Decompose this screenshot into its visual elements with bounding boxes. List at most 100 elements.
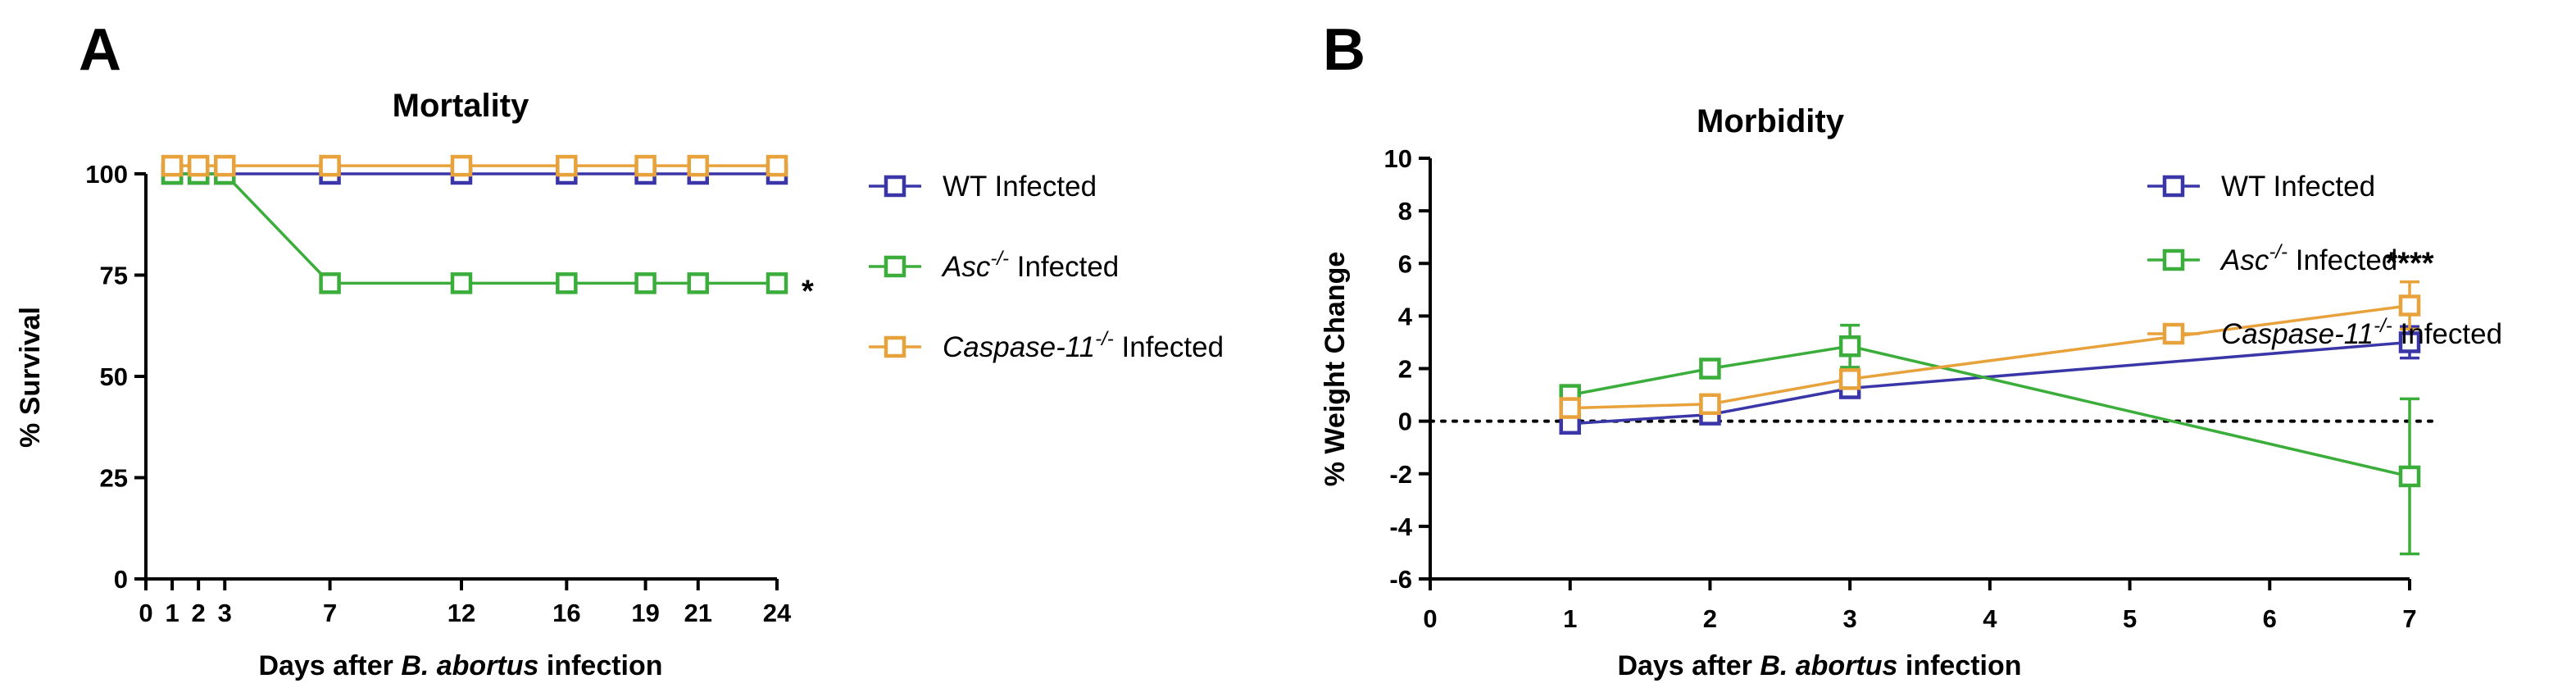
legend-marker: [2162, 322, 2185, 345]
data-point-casp: [1559, 397, 1581, 419]
x-axis-label-part: B. abortus: [401, 650, 538, 681]
y-tick-label: 0: [114, 565, 128, 594]
data-point-casp: [1699, 393, 1721, 416]
data-point-casp: [766, 154, 788, 177]
y-axis-label: % Survival: [15, 307, 46, 448]
chart-title: Mortality: [393, 88, 529, 124]
legend-label-part: -/-: [2269, 241, 2288, 263]
y-tick-label: 25: [100, 464, 128, 493]
series-line-casp: [1570, 303, 2410, 410]
x-axis-label-part: infection: [1897, 650, 2021, 681]
x-tick-label: 3: [218, 599, 232, 627]
data-point-casp: [634, 154, 656, 177]
data-point-asc: [319, 272, 341, 294]
legend-label-part: Infected: [1114, 331, 1224, 363]
legend-item-casp: Caspase-11-/- Infected: [2147, 315, 2502, 350]
x-tick-label: 1: [1563, 604, 1577, 633]
data-point-casp: [214, 154, 236, 177]
series-casp: [1559, 280, 2421, 419]
legend-label-part: Infected: [2288, 244, 2397, 276]
x-axis-label: Days after B. abortus infection: [1617, 650, 2021, 681]
data-point-casp: [556, 154, 578, 177]
legend-label-part: Asc: [2219, 244, 2269, 276]
x-tick-label: 3: [1843, 604, 1857, 633]
data-point-asc: [687, 272, 709, 294]
x-axis-label-part: Days after: [1617, 650, 1760, 681]
data-point-casp: [450, 154, 473, 177]
legend-label-part: Infected: [1009, 251, 1119, 283]
legend-marker: [884, 255, 906, 278]
x-axis-label-part: infection: [538, 650, 662, 681]
data-point-asc: [766, 272, 788, 294]
legend-label-part: -/-: [990, 248, 1009, 270]
legend-marker: [2162, 175, 2185, 198]
data-point-casp: [2398, 294, 2421, 317]
x-axis-label-part: Days after: [258, 650, 401, 681]
legend-label-part: -/-: [2374, 315, 2392, 337]
x-tick-label: 7: [323, 599, 337, 627]
x-tick-label: 0: [1423, 604, 1437, 633]
data-point-asc: [556, 272, 578, 294]
y-tick-label: -2: [1389, 460, 1412, 489]
data-point-wt: [2398, 331, 2421, 353]
legend-label-part: WT Infected: [943, 171, 1097, 203]
x-tick-label: 6: [2263, 604, 2277, 633]
data-point-casp: [319, 154, 341, 177]
legend-label: WT Infected: [2221, 171, 2375, 203]
panel-letter: A: [79, 17, 121, 83]
data-point-asc: [2398, 465, 2421, 488]
x-tick-label: 19: [631, 599, 659, 627]
y-tick-label: 0: [1398, 408, 1412, 436]
x-tick-label: 7: [2402, 604, 2416, 633]
y-axis-label: % Weight Change: [1320, 252, 1351, 487]
x-tick-label: 21: [684, 599, 712, 627]
y-tick-label: 8: [1398, 197, 1412, 226]
legend-label: Caspase-11-/- Infected: [943, 328, 1224, 363]
data-point-casp: [187, 154, 210, 177]
data-point-asc: [1699, 358, 1721, 380]
data-point-asc: [1838, 335, 1861, 358]
chart-title: Morbidity: [1697, 103, 1845, 139]
x-tick-label: 4: [1983, 604, 1997, 633]
series-line-wt: [1570, 340, 2410, 426]
legend-item-wt: WT Infected: [2147, 171, 2375, 203]
panel-letter: B: [1323, 17, 1365, 83]
legend-label: Asc-/- Infected: [2219, 241, 2397, 276]
x-axis-label-part: B. abortus: [1760, 650, 1897, 681]
legend-label-part: -/-: [1095, 328, 1114, 350]
legend-label: WT Infected: [943, 171, 1097, 203]
y-tick-label: -6: [1389, 565, 1412, 594]
legend-label-part: Caspase-11: [2221, 318, 2374, 350]
y-tick-label: 4: [1398, 302, 1413, 330]
data-point-casp: [1838, 368, 1861, 390]
legend-item-asc: Asc-/- Infected: [2147, 241, 2397, 276]
panel-b: B Morbidity -6 -4 -2 0 2 4 6 8 10 0 1 2 3 4 5 6 7 % Weight …: [1320, 17, 2502, 681]
series-casp: [161, 154, 788, 177]
series-line-asc: [1570, 344, 2410, 478]
legend-marker: [2162, 248, 2185, 271]
data-point-casp: [687, 154, 709, 177]
legend-marker: [884, 175, 906, 198]
legend-label: Asc-/- Infected: [941, 248, 1119, 283]
x-tick-label: 5: [2123, 604, 2137, 633]
legend-item-asc: Asc-/- Infected: [869, 248, 1119, 283]
legend-label: Caspase-11-/- Infected: [2221, 315, 2502, 350]
x-tick-label: 1: [165, 599, 179, 627]
significance-marker: *: [802, 274, 814, 308]
data-point-asc: [450, 272, 473, 294]
legend-marker: [884, 335, 906, 358]
y-tick-label: 10: [1384, 144, 1412, 173]
x-tick-label: 12: [448, 599, 475, 627]
data-point-asc: [634, 272, 656, 294]
significance-marker: ****: [2385, 246, 2433, 280]
legend-label-part: Caspase-11: [943, 331, 1095, 363]
x-tick-label: 0: [139, 599, 152, 627]
legend-label-part: Infected: [2392, 318, 2502, 350]
y-tick-label: 50: [100, 362, 128, 391]
y-tick-label: 6: [1398, 249, 1412, 278]
x-axis-label: Days after B. abortus infection: [258, 650, 662, 681]
x-tick-label: 24: [763, 599, 792, 627]
legend-item-casp: Caspase-11-/- Infected: [869, 328, 1224, 363]
